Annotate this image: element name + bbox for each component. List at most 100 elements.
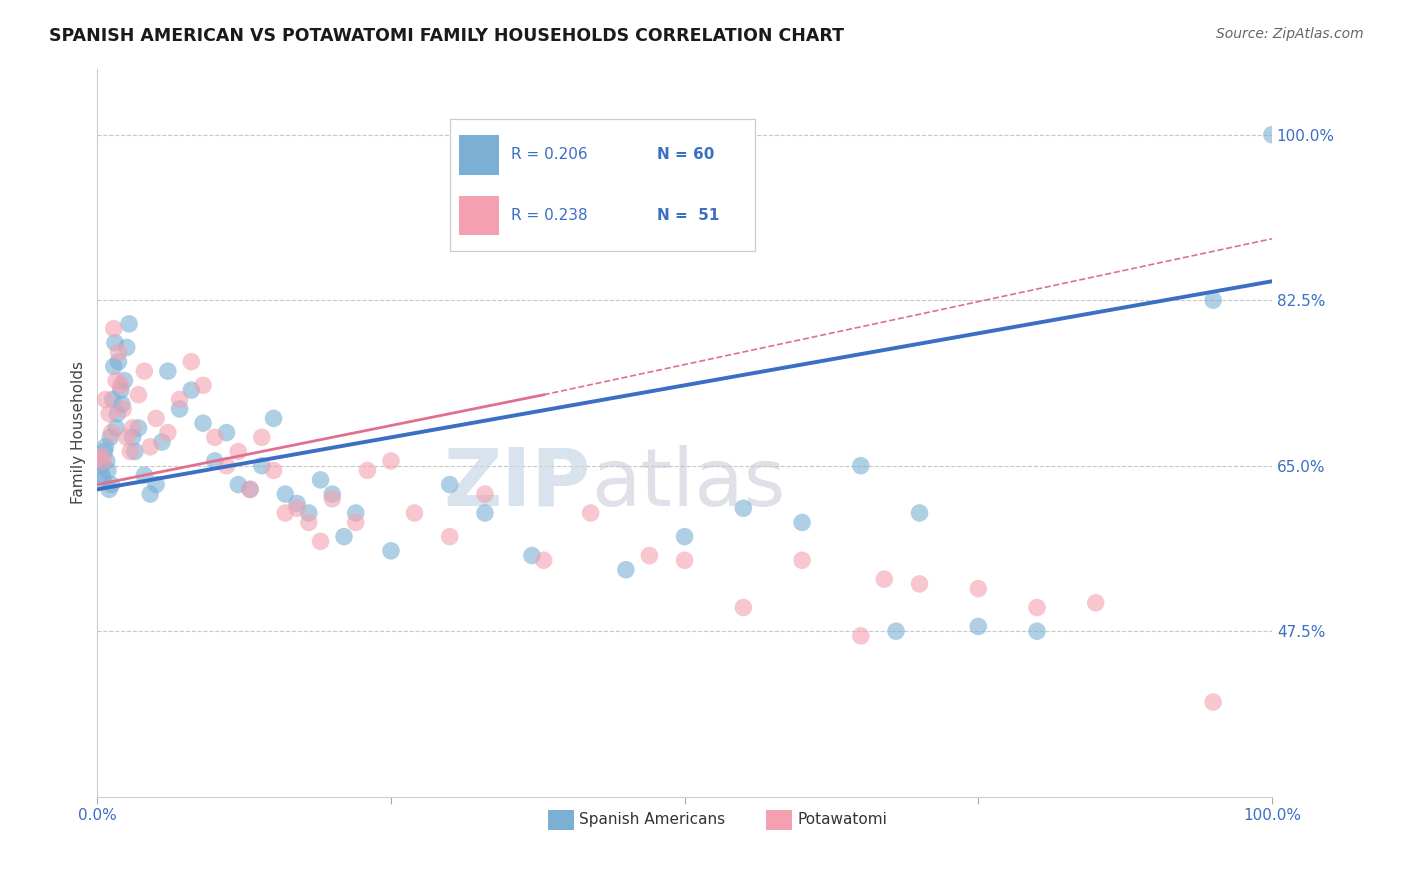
Point xyxy=(97,463,120,477)
Point xyxy=(215,458,238,473)
Point xyxy=(309,534,332,549)
Point xyxy=(1084,596,1107,610)
Point xyxy=(790,553,813,567)
Y-axis label: Family Households: Family Households xyxy=(72,361,86,504)
Point xyxy=(98,430,121,444)
Point xyxy=(274,487,297,501)
Point xyxy=(344,516,367,530)
Point xyxy=(156,364,179,378)
Point xyxy=(110,383,132,397)
Point xyxy=(321,487,343,501)
Point xyxy=(533,553,555,567)
Point xyxy=(91,473,114,487)
Point xyxy=(285,501,308,516)
Point xyxy=(474,506,496,520)
Point xyxy=(124,444,146,458)
Point xyxy=(115,341,138,355)
Point xyxy=(226,477,249,491)
Point xyxy=(638,549,661,563)
Point xyxy=(520,549,543,563)
Point xyxy=(139,440,162,454)
Point xyxy=(115,430,138,444)
Point xyxy=(884,624,907,639)
Point xyxy=(111,397,134,411)
Point xyxy=(96,454,118,468)
Point xyxy=(309,473,332,487)
Point xyxy=(120,444,142,458)
Point xyxy=(204,454,226,468)
Point xyxy=(1026,624,1049,639)
Point xyxy=(94,440,117,454)
Point xyxy=(127,388,149,402)
Point xyxy=(250,430,273,444)
Point xyxy=(105,374,128,388)
Point xyxy=(204,430,226,444)
Point xyxy=(790,516,813,530)
Point xyxy=(579,506,602,520)
Point xyxy=(105,407,128,421)
Point xyxy=(321,491,343,506)
Point xyxy=(121,421,143,435)
Text: SPANISH AMERICAN VS POTAWATOMI FAMILY HOUSEHOLDS CORRELATION CHART: SPANISH AMERICAN VS POTAWATOMI FAMILY HO… xyxy=(49,27,844,45)
Point xyxy=(733,600,755,615)
Point xyxy=(239,483,262,497)
Point xyxy=(614,563,637,577)
Point xyxy=(380,543,402,558)
Point xyxy=(150,435,173,450)
Point xyxy=(356,463,378,477)
Point xyxy=(404,506,426,520)
Point xyxy=(90,458,112,473)
Point xyxy=(285,496,308,510)
Point xyxy=(90,449,112,463)
Point xyxy=(263,411,285,425)
Point xyxy=(118,317,141,331)
Text: ZIP: ZIP xyxy=(443,444,591,523)
Point xyxy=(344,506,367,520)
Point xyxy=(191,416,214,430)
Point xyxy=(908,577,931,591)
Point xyxy=(169,392,191,407)
Point xyxy=(110,378,132,392)
Point xyxy=(112,401,135,416)
Point xyxy=(105,421,128,435)
Point xyxy=(127,421,149,435)
Point xyxy=(439,477,461,491)
Text: Source: ZipAtlas.com: Source: ZipAtlas.com xyxy=(1216,27,1364,41)
Point xyxy=(139,487,162,501)
Point xyxy=(100,425,122,440)
Point xyxy=(101,392,124,407)
Point xyxy=(112,374,135,388)
Point xyxy=(239,483,262,497)
Point xyxy=(380,454,402,468)
Point xyxy=(849,458,872,473)
Point xyxy=(93,444,115,458)
Text: Potawatomi: Potawatomi xyxy=(797,813,887,827)
Point xyxy=(967,619,990,633)
Point xyxy=(673,530,696,544)
Point xyxy=(1202,293,1225,308)
Point xyxy=(100,477,122,491)
Point xyxy=(107,345,129,359)
Point xyxy=(226,444,249,458)
Point xyxy=(1202,695,1225,709)
Point xyxy=(849,629,872,643)
Point xyxy=(1261,128,1284,142)
Point xyxy=(298,506,321,520)
Point xyxy=(91,468,114,483)
Point xyxy=(169,401,191,416)
Point xyxy=(134,364,156,378)
Point xyxy=(215,425,238,440)
Point xyxy=(298,516,321,530)
Point xyxy=(104,335,127,350)
Point xyxy=(145,411,167,425)
Point xyxy=(103,321,125,335)
Point xyxy=(98,407,121,421)
Point xyxy=(103,359,125,374)
Point xyxy=(134,468,156,483)
Point xyxy=(439,530,461,544)
Text: Spanish Americans: Spanish Americans xyxy=(579,813,725,827)
Point xyxy=(274,506,297,520)
Point xyxy=(908,506,931,520)
Point xyxy=(1026,600,1049,615)
Point xyxy=(250,458,273,473)
